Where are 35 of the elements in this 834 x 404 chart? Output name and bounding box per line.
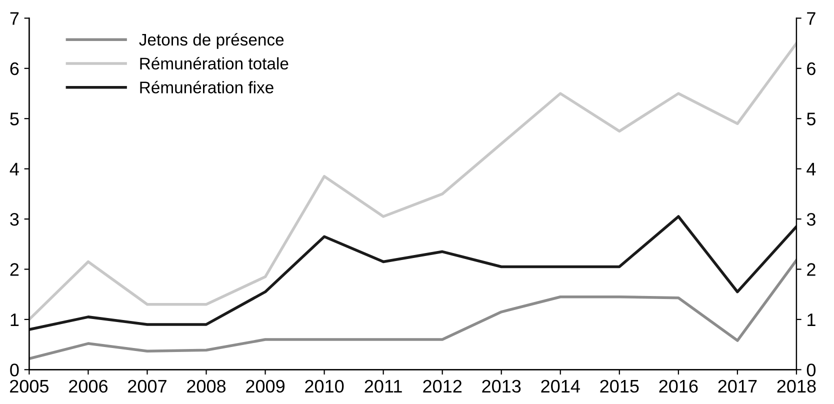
y2-tick-label: 4: [806, 162, 816, 176]
y2-tick-label: 7: [807, 12, 816, 25]
x-tick-label: 2015: [600, 380, 639, 393]
line-series: [29, 258, 796, 360]
legend-label: Rémunération totale: [140, 57, 288, 70]
x-tick-label: 2008: [187, 380, 226, 393]
x-tick-label: 2014: [541, 380, 580, 393]
legend-label: Rémunération fixe: [140, 80, 274, 94]
y-tick-label: 3: [10, 212, 19, 226]
x-tick-label: 2009: [246, 380, 285, 393]
x-tick-label: 2005: [10, 380, 49, 393]
y2-tick-label: 3: [806, 212, 816, 226]
x-tick-label: 2006: [69, 380, 108, 393]
y-tick-label: 6: [10, 62, 19, 76]
y2-tick-label: 0: [806, 364, 816, 376]
y-tick-label: 1: [10, 314, 19, 326]
x-tick-label: 2013: [482, 380, 521, 393]
y-tick-label: 0: [10, 364, 19, 376]
y2-tick-label: 1: [808, 314, 816, 326]
y2-tick-label: 6: [807, 62, 816, 76]
y-tick-label: 4: [10, 162, 19, 176]
line-series: [29, 215, 796, 331]
y2-tick-label: 5: [806, 112, 816, 126]
x-tick-label: 2011: [364, 380, 402, 393]
y-tick-label: 2: [10, 263, 19, 276]
y2-tick-label: 2: [807, 263, 816, 276]
legend-label: Jetons de présence: [139, 33, 284, 49]
y-tick-label: 5: [10, 112, 19, 126]
x-tick-label: 2012: [423, 380, 462, 393]
x-tick-label: 2016: [659, 380, 698, 393]
y-tick-label: 7: [10, 12, 19, 25]
x-tick-label: 2010: [305, 380, 344, 393]
x-tick-label: 2017: [718, 380, 757, 393]
x-tick-label: 2018: [777, 380, 816, 393]
x-tick-label: 2007: [128, 380, 166, 393]
